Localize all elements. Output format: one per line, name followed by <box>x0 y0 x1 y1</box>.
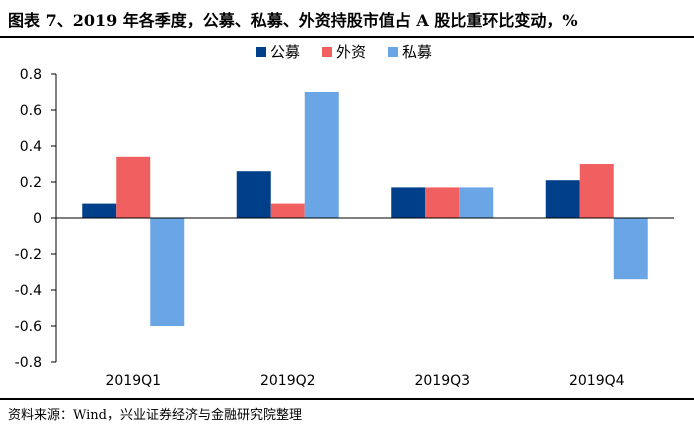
legend-swatch-公募 <box>256 47 266 57</box>
bar-私募-2019Q1 <box>150 218 185 326</box>
y-tick-label: 0 <box>33 211 42 227</box>
legend-swatch-私募 <box>388 47 398 57</box>
top-rule <box>0 36 694 38</box>
bar-私募-2019Q4 <box>613 218 648 280</box>
page-title: 图表 7、2019 年各季度，公募、私募、外资持股市值占 A 股比重环比变动，% <box>8 11 578 30</box>
legend: 公募 外资 私募 <box>256 43 432 61</box>
x-category-label: 2019Q2 <box>260 373 316 389</box>
legend-label-公募: 公募 <box>270 43 300 61</box>
x-category-label: 2019Q4 <box>569 373 625 389</box>
y-tick-label: 0.4 <box>20 139 42 155</box>
bar-公募-2019Q3 <box>391 187 426 218</box>
title-bar: 图表 7、2019 年各季度，公募、私募、外资持股市值占 A 股比重环比变动，% <box>0 0 694 36</box>
y-tick-label: 0.2 <box>20 175 42 191</box>
bottom-rule <box>0 398 694 400</box>
x-category-label: 2019Q1 <box>105 373 161 389</box>
bars <box>82 92 648 326</box>
x-category-label: 2019Q3 <box>414 373 470 389</box>
bar-外资-2019Q2 <box>270 203 305 218</box>
bar-私募-2019Q2 <box>304 92 339 218</box>
bar-公募-2019Q2 <box>236 171 271 218</box>
y-tick-label: -0.4 <box>15 283 42 299</box>
legend-label-外资: 外资 <box>336 43 366 61</box>
bar-chart: 公募 外资 私募 0.8 0.6 0.4 0.2 0 -0.2 -0.4 -0.6 -0.8 201… <box>15 43 674 389</box>
bar-公募-2019Q4 <box>545 180 580 218</box>
legend-label-私募: 私募 <box>402 43 432 61</box>
legend-swatch-外资 <box>322 47 332 57</box>
y-tick-label: 0.6 <box>20 103 42 119</box>
bar-私募-2019Q3 <box>459 187 494 218</box>
y-tick-label: 0.8 <box>20 67 42 83</box>
bar-外资-2019Q3 <box>425 187 460 218</box>
y-tick-label: -0.8 <box>15 355 42 371</box>
source-note: 资料来源：Wind，兴业证券经济与金融研究院整理 <box>8 408 302 423</box>
bar-外资-2019Q4 <box>579 164 614 218</box>
x-axis: 2019Q1 2019Q2 2019Q3 2019Q4 <box>56 217 674 389</box>
bar-公募-2019Q1 <box>82 203 117 218</box>
y-tick-label: -0.6 <box>15 319 42 335</box>
y-tick-label: -0.2 <box>15 247 42 263</box>
y-axis: 0.8 0.6 0.4 0.2 0 -0.2 -0.4 -0.6 -0.8 <box>15 67 57 371</box>
bar-外资-2019Q1 <box>116 156 151 218</box>
